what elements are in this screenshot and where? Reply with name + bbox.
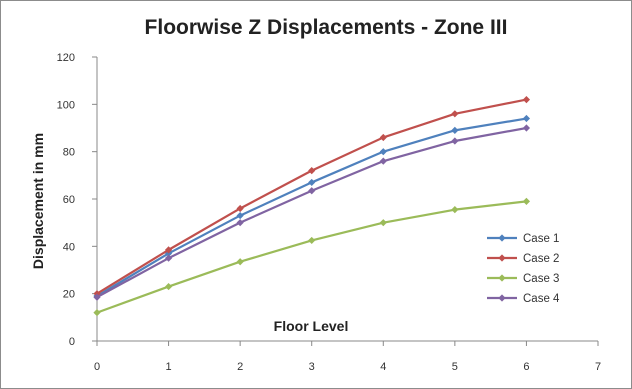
x-tick-label: 5 <box>452 361 458 373</box>
data-point <box>379 219 387 227</box>
legend-marker <box>498 254 506 262</box>
series-case-3 <box>93 197 531 317</box>
x-tick-label: 2 <box>237 361 243 373</box>
data-point <box>451 110 459 118</box>
x-axis-title: Floor Level <box>274 318 349 334</box>
series-layer <box>93 96 531 317</box>
chart-title: Floorwise Z Displacements - Zone III <box>145 16 508 39</box>
data-point <box>451 206 459 214</box>
x-tick-label: 3 <box>309 361 315 373</box>
data-point <box>308 167 316 175</box>
data-point <box>308 178 316 187</box>
y-tick-label: 80 <box>63 147 75 159</box>
data-point <box>308 187 316 195</box>
x-tick-label: 7 <box>595 361 601 373</box>
legend-marker <box>498 274 506 282</box>
series-case-1 <box>93 114 531 300</box>
data-point <box>308 236 316 245</box>
y-tick-label: 20 <box>63 289 75 301</box>
data-point <box>164 246 173 254</box>
data-point <box>522 114 531 123</box>
data-point <box>93 293 101 301</box>
series-line <box>96 126 527 299</box>
legend-label: Case 3 <box>523 273 559 285</box>
legend-item: Case 2 <box>487 253 559 265</box>
data-point <box>164 254 173 262</box>
x-tick-label: 4 <box>380 361 386 373</box>
y-tick-label: 120 <box>57 52 75 64</box>
legend-label: Case 4 <box>523 293 560 305</box>
data-point <box>451 137 459 145</box>
y-tick-label: 100 <box>57 99 75 111</box>
data-point <box>236 219 244 227</box>
data-point <box>379 148 387 156</box>
series-case-2 <box>93 96 531 298</box>
legend-item: Case 3 <box>487 273 559 285</box>
legend-item: Case 1 <box>487 233 559 245</box>
legend-marker <box>498 234 506 242</box>
y-tick-label: 60 <box>63 194 75 206</box>
legend-item: Case 4 <box>487 293 560 305</box>
y-tick-label: 0 <box>69 336 75 348</box>
data-point <box>522 124 531 132</box>
y-axis-title: Displacement in mm <box>30 133 46 269</box>
data-point <box>522 96 531 104</box>
data-point <box>379 133 387 142</box>
data-point <box>379 157 387 165</box>
legend-label: Case 2 <box>523 253 559 265</box>
series-case-4 <box>93 124 531 301</box>
legend-label: Case 1 <box>523 233 559 245</box>
data-point <box>236 258 244 266</box>
data-point <box>236 211 244 220</box>
series-line <box>96 117 527 297</box>
x-tick-label: 1 <box>166 361 172 373</box>
data-point <box>93 309 101 317</box>
data-point <box>236 204 244 213</box>
y-tick-label: 40 <box>63 241 75 253</box>
ticks-layer: 0 20 40 60 80 100 120 0 1 2 3 4 5 6 7 <box>57 52 601 373</box>
x-tick-label: 6 <box>523 361 529 373</box>
legend: Case 1 Case 2 Case 3 Case 4 <box>487 233 560 305</box>
data-point <box>164 282 173 291</box>
x-tick-label: 0 <box>94 361 100 373</box>
data-point <box>522 197 531 205</box>
legend-marker <box>498 294 506 302</box>
data-point <box>451 126 459 134</box>
